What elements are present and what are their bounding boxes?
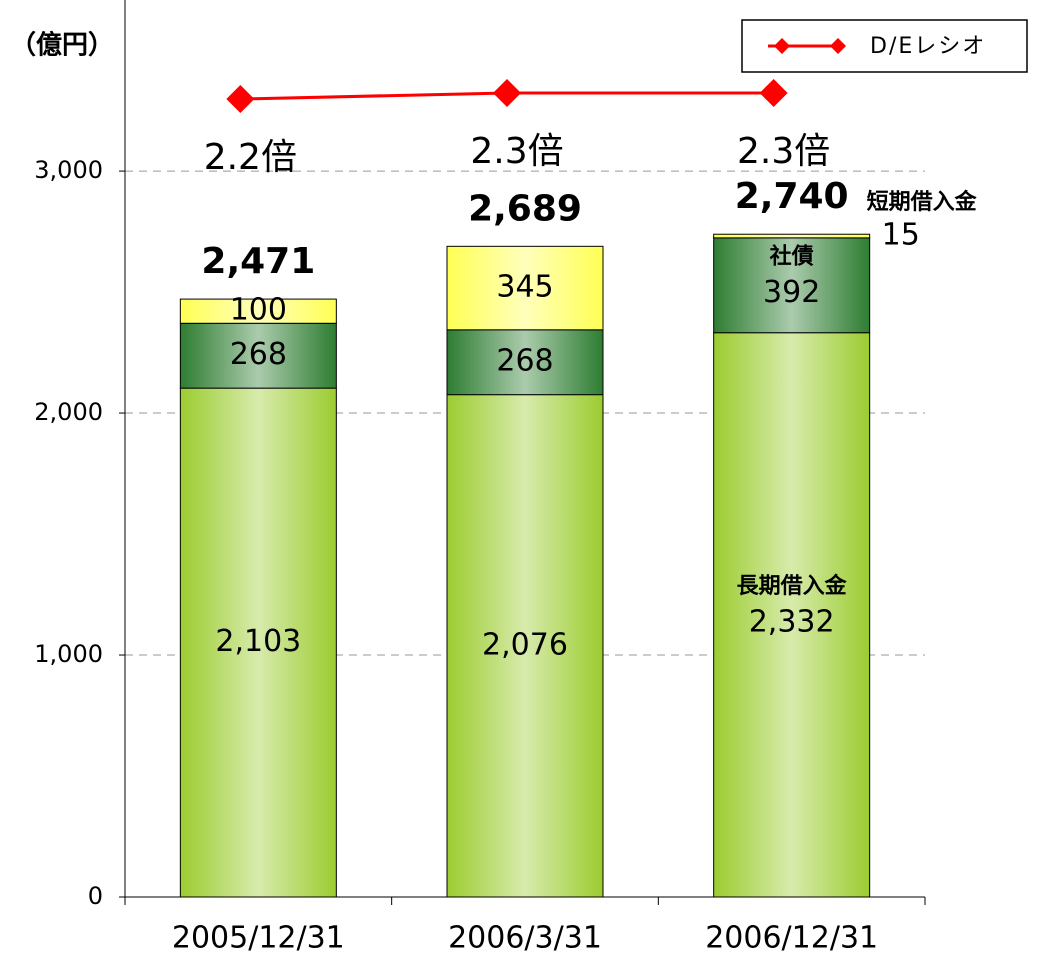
marker [759, 79, 788, 107]
marker [493, 79, 521, 107]
bar-segment [179, 322, 337, 389]
data-label: 15 [882, 218, 920, 253]
total-label: 2,471 [201, 241, 315, 282]
bar-segment [446, 245, 604, 331]
data-label: 2,332 [749, 604, 835, 639]
legend-marker [830, 38, 846, 54]
data-label: 392 [763, 275, 820, 310]
x-tick-label: 2006/3/31 [448, 921, 602, 956]
total-label: 2,740 [735, 176, 849, 217]
y-tick-label: 1,000 [34, 640, 103, 668]
data-label: 100 [230, 293, 287, 328]
x-tick-label: 2006/12/31 [705, 921, 878, 956]
x-tick-label: 2005/12/31 [172, 921, 345, 956]
data-label: 268 [230, 337, 287, 372]
series-label: 短期借入金 [867, 189, 978, 215]
y-axis-label: （億円） [10, 31, 114, 61]
y-tick-label: 3,000 [34, 156, 103, 184]
y-tick-label: 0 [88, 882, 103, 910]
line-label: 2.3倍 [470, 131, 563, 172]
data-label: 2,103 [215, 624, 301, 659]
series-label: 長期借入金 [737, 573, 848, 599]
legend-label: D/Eレシオ [870, 34, 986, 59]
y-tick-label: 2,000 [34, 398, 103, 426]
total-label: 2,689 [468, 188, 582, 229]
line-label: 2.2倍 [204, 137, 297, 178]
line-label: 2.3倍 [737, 131, 830, 172]
bar-segment [713, 332, 871, 898]
series-label: 社債 [770, 243, 814, 269]
bar-segment [446, 329, 604, 396]
bar-segment [713, 233, 871, 239]
legend-marker [774, 38, 790, 54]
data-label: 345 [496, 270, 553, 305]
data-label: 268 [496, 344, 553, 379]
data-label: 2,076 [482, 627, 568, 662]
bar-segment [713, 237, 871, 334]
marker [226, 85, 255, 113]
bar-segment [179, 387, 337, 898]
bar-segment [179, 298, 337, 324]
